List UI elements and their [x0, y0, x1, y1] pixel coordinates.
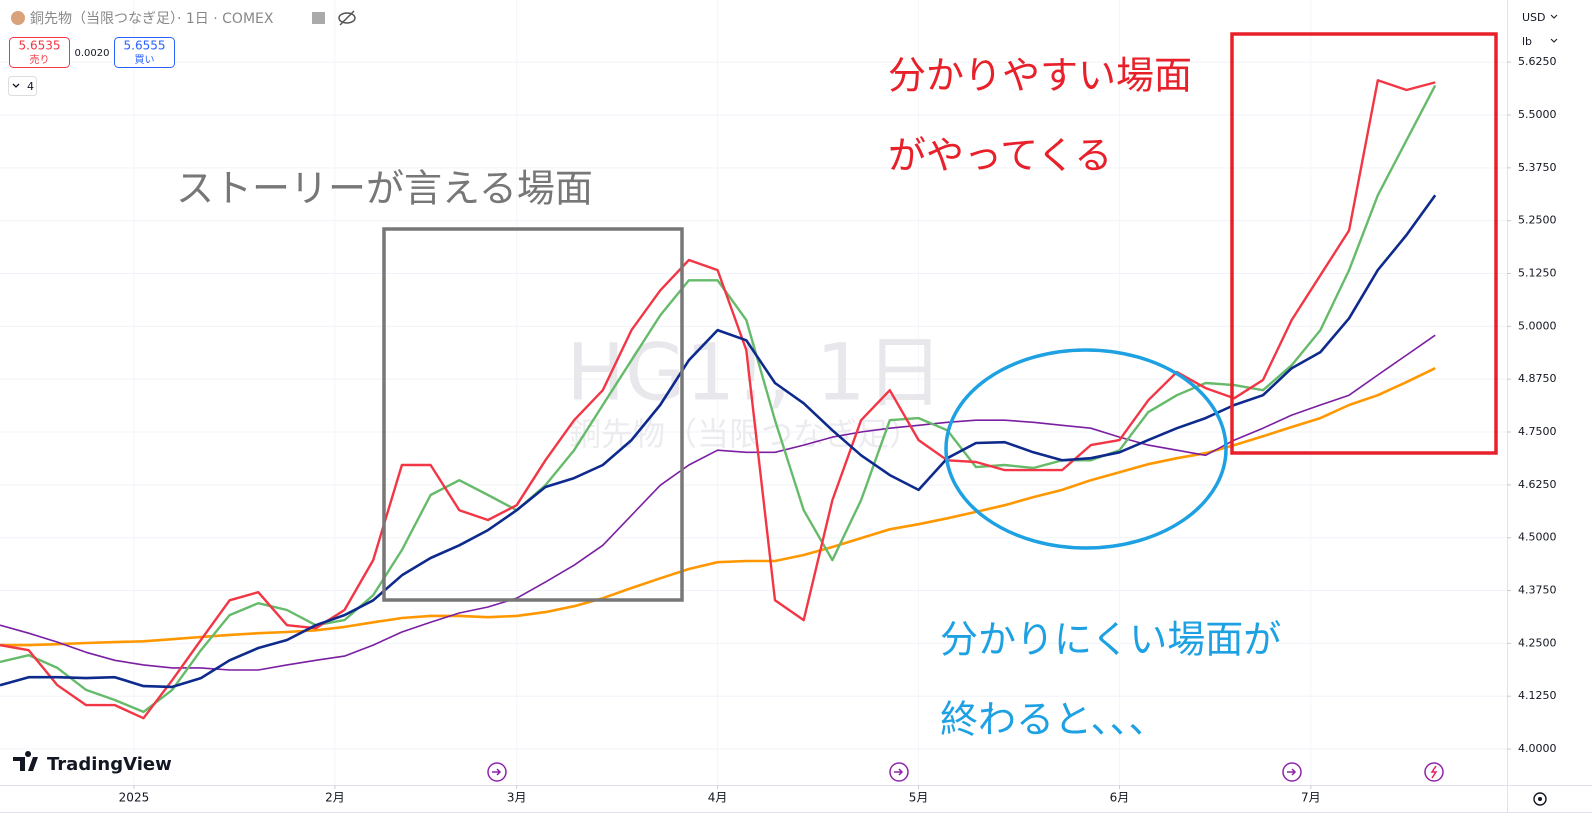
- event-icon[interactable]: [1424, 762, 1444, 782]
- sell-price: 5.6535: [19, 39, 61, 53]
- buy-price: 5.6555: [124, 39, 166, 53]
- y-tick-label: 4.0000: [1518, 742, 1557, 755]
- logo: TradingView: [47, 754, 172, 775]
- y-tick-label: 5.2500: [1518, 214, 1557, 227]
- y-tick-label: 4.7500: [1518, 425, 1557, 438]
- y-tick-label: 4.3750: [1518, 584, 1557, 597]
- axes: 4.0000 4.1250 4.2500 4.3750 4.5000 4.6250 4.75…: [119, 55, 1557, 804]
- chevron-icon: [1550, 14, 1558, 43]
- x-tick-label: 2025: [119, 791, 150, 805]
- x-tick-label: 3月: [507, 791, 527, 805]
- chevron-icon: [12, 83, 20, 88]
- y-tick-label: 4.6250: [1518, 478, 1557, 491]
- grid: [0, 0, 1507, 785]
- flag-icon[interactable]: [312, 12, 325, 24]
- sell-button[interactable]: [9, 37, 70, 68]
- y-tick-label: 4.8750: [1518, 372, 1557, 385]
- watermark-subtitle: 銅先物（当限つなぎ足）: [569, 415, 921, 453]
- buy-label: 買い: [135, 54, 155, 66]
- x-tick-label: 2月: [325, 791, 345, 805]
- y-tick-label: 5.3750: [1518, 161, 1557, 174]
- easy-box: [1230, 32, 1498, 455]
- y-tick-label: 5.5000: [1518, 108, 1557, 121]
- annotation: 分かりにくい場面が: [940, 618, 1281, 662]
- logo-icon: [13, 751, 38, 771]
- annotation: 終わると、、、: [940, 698, 1166, 742]
- y-tick-label: 4.2500: [1518, 636, 1557, 649]
- x-tick-label: 6月: [1110, 791, 1130, 805]
- watermark: HG1!, 1日: [566, 328, 943, 418]
- y-tick-label: 5.0000: [1518, 319, 1557, 332]
- event-icon[interactable]: [487, 762, 507, 782]
- x-tick-label: 7月: [1301, 791, 1321, 805]
- series-line: [0, 194, 1437, 689]
- y-tick-label: 5.1250: [1518, 267, 1557, 280]
- lines: [0, 79, 1437, 720]
- annotation: 分かりやすい場面: [888, 54, 1192, 98]
- indicator-count: 4: [27, 80, 34, 93]
- event-icon[interactable]: [889, 762, 909, 782]
- hide-icon[interactable]: [338, 10, 356, 26]
- y-tick-label: 4.5000: [1518, 531, 1557, 544]
- x-tick-label: 5月: [909, 791, 929, 805]
- unit[interactable]: lb: [1522, 35, 1532, 48]
- annotation: ストーリーが言える場面: [176, 167, 593, 211]
- series-line: [0, 79, 1436, 720]
- y-tick-label: 4.1250: [1518, 689, 1557, 702]
- chart-title: 銅先物（当限つなぎ足）· 1日 · COMEX: [30, 11, 274, 27]
- event-icon[interactable]: [1282, 762, 1302, 782]
- symbol-icon: [11, 11, 25, 25]
- x-tick-label: 4月: [708, 791, 728, 805]
- indicator-toggle[interactable]: [8, 76, 37, 96]
- story-box: [382, 227, 684, 602]
- annotation: がやってくる: [888, 134, 1112, 178]
- y-tick-label: 5.6250: [1518, 55, 1557, 68]
- series-line: [0, 334, 1436, 671]
- hard-ellipse: [944, 348, 1228, 550]
- series-line: [0, 367, 1436, 647]
- currency[interactable]: USD: [1522, 11, 1546, 24]
- buy-button[interactable]: [114, 37, 175, 68]
- sell-label: 売り: [30, 53, 50, 66]
- settings-icon[interactable]: [1533, 792, 1547, 806]
- spread: 0.0020: [75, 48, 110, 59]
